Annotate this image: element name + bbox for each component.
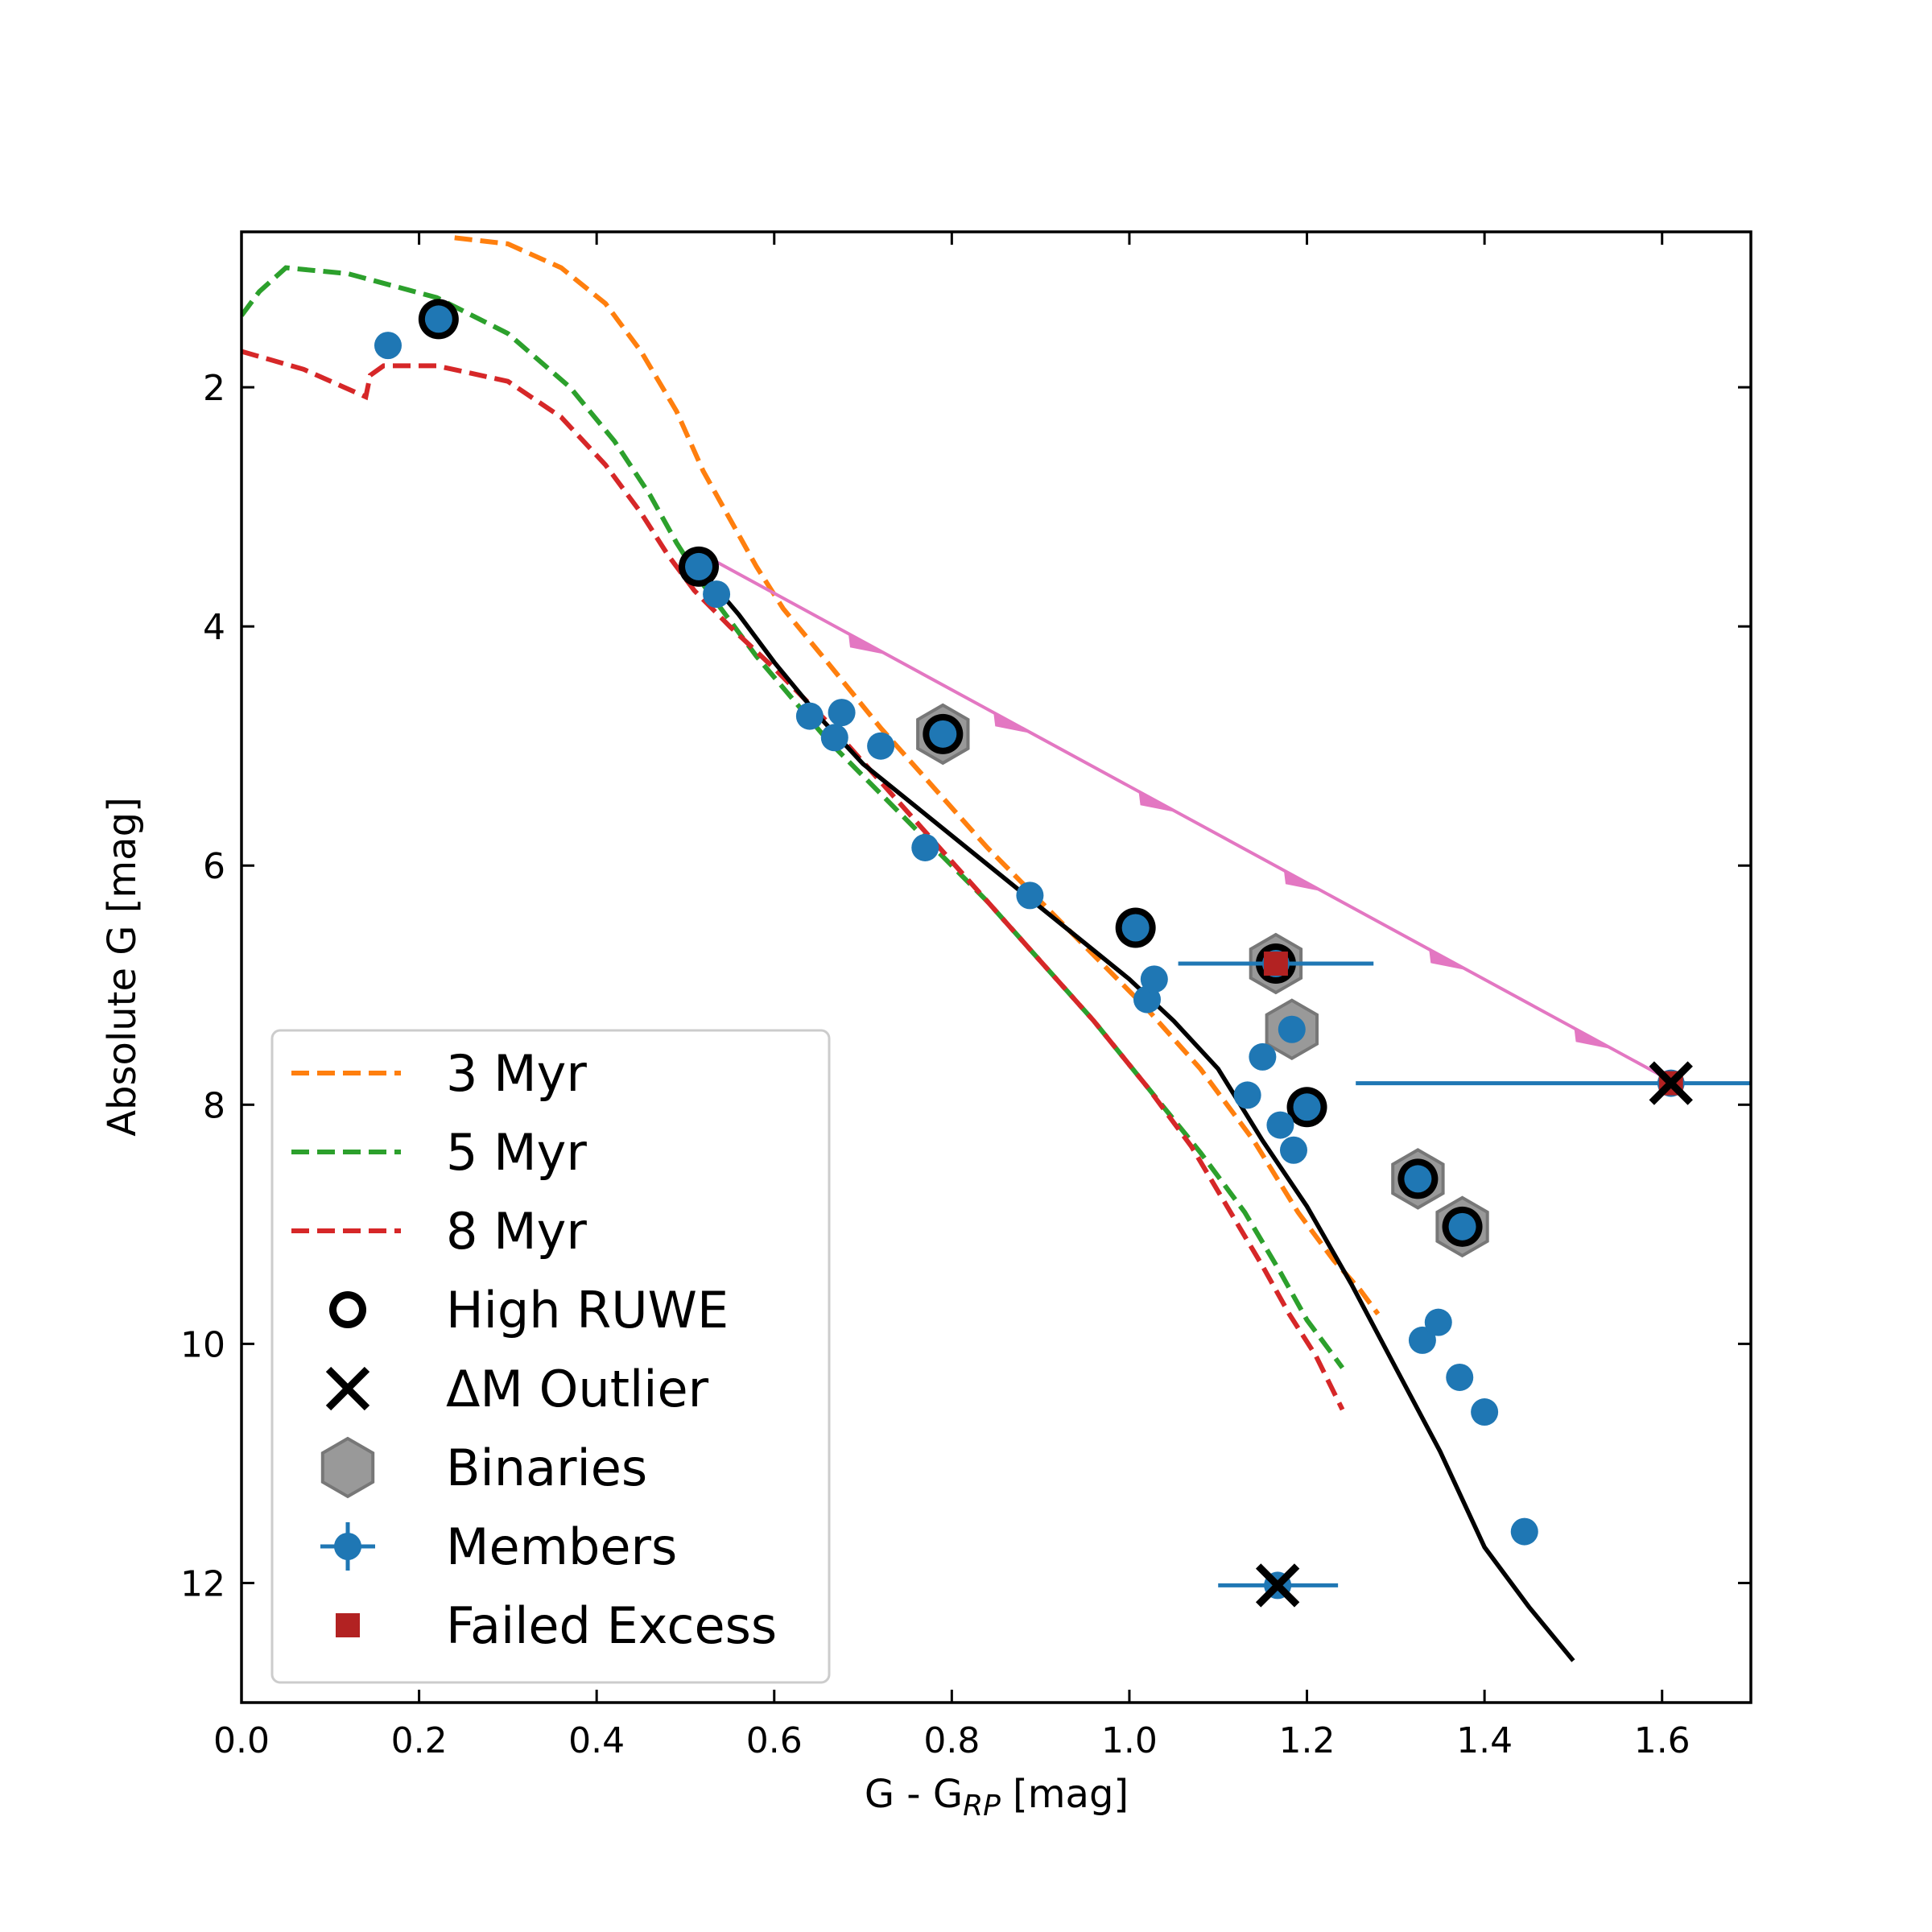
member-point xyxy=(828,699,856,727)
y-tick-label: 4 xyxy=(203,607,225,648)
legend-box xyxy=(270,1029,831,1684)
y-tick-label: 6 xyxy=(203,846,225,887)
member-point xyxy=(424,305,452,333)
reddening-arrowhead xyxy=(1283,870,1323,892)
legend: 3 Myr 5 Myr 8 Myr High RUWE ΔM Outlier Binari… xyxy=(270,1029,831,1684)
member-point xyxy=(1446,1363,1474,1391)
isochrone-iso3 xyxy=(454,235,1381,1316)
member-point xyxy=(1424,1308,1452,1336)
x-tick-label: 1.6 xyxy=(1634,1720,1690,1761)
legend-ruwe-swatch-inner xyxy=(336,1298,359,1321)
x-axis-label: G - GRP [mag] xyxy=(865,1772,1129,1823)
legend-binary-label: Binaries xyxy=(446,1439,647,1497)
member-point xyxy=(1404,1165,1432,1193)
outlier-marker xyxy=(1255,1563,1300,1608)
outlier-marker xyxy=(1649,1061,1693,1105)
member-point xyxy=(867,732,895,760)
y-tick-label: 10 xyxy=(180,1324,225,1365)
reddening-arrowhead xyxy=(1138,791,1178,813)
member-point xyxy=(1233,1081,1261,1109)
legend-members-label: Members xyxy=(446,1517,677,1576)
y-tick-label: 12 xyxy=(180,1563,225,1604)
y-axis-label: Absolute G [mag] xyxy=(100,797,145,1137)
failed-excess-marker xyxy=(1263,952,1288,976)
x-tick-label: 0.2 xyxy=(391,1720,448,1761)
plot-frame xyxy=(240,230,1752,1704)
legend-members-swatch xyxy=(334,1533,361,1560)
member-point xyxy=(1249,1042,1277,1071)
legend-iso8-label: 8 Myr xyxy=(446,1202,587,1261)
legend-outlier-swatch xyxy=(325,1366,370,1411)
axes: 0.0 0.2 0.4 0.6 0.8 1.0 1.2 1.4 1.6 2 4 6 8 10 12 xyxy=(180,230,1752,1761)
member-point xyxy=(929,720,957,748)
member-point xyxy=(820,724,848,752)
member-point xyxy=(1016,881,1044,910)
x-axis-label-main: G - G xyxy=(865,1772,963,1817)
legend-failed-label: Failed Excess xyxy=(446,1596,777,1655)
reddening-arrowhead xyxy=(1429,949,1468,971)
reddening-arrowhead xyxy=(993,712,1033,734)
reddening-arrowhead xyxy=(848,634,888,655)
member-point xyxy=(1278,1015,1306,1043)
x-tick-label: 1.2 xyxy=(1279,1720,1335,1761)
member-point xyxy=(1279,1136,1307,1164)
legend-failed-swatch xyxy=(336,1613,360,1637)
x-tick-label: 0.4 xyxy=(568,1720,625,1761)
x-tick-label: 1.4 xyxy=(1456,1720,1513,1761)
member-point xyxy=(795,702,824,730)
member-point xyxy=(1140,965,1168,993)
y-tick-label: 8 xyxy=(203,1085,225,1126)
legend-iso5-label: 5 Myr xyxy=(446,1123,587,1182)
member-point xyxy=(1471,1398,1499,1426)
member-point xyxy=(1121,914,1150,942)
member-point xyxy=(1293,1093,1321,1121)
x-tick-label: 0.6 xyxy=(746,1720,803,1761)
member-point xyxy=(703,580,731,609)
x-tick-label: 0.8 xyxy=(923,1720,980,1761)
plot-area xyxy=(242,235,1751,1662)
member-point xyxy=(911,833,939,861)
member-point xyxy=(374,332,402,360)
legend-binary-swatch xyxy=(320,1436,375,1499)
reddening-arrowhead xyxy=(1574,1028,1613,1050)
legend-ruwe-label: High RUWE xyxy=(446,1281,729,1340)
x-tick-label: 1.0 xyxy=(1101,1720,1158,1761)
x-axis-label-unit: [mag] xyxy=(1001,1772,1129,1817)
reddening-vector xyxy=(702,553,1672,1083)
y-tick-label: 2 xyxy=(203,368,225,409)
legend-iso3-label: 3 Myr xyxy=(446,1044,587,1103)
isochrone-iso5 xyxy=(242,265,1345,1369)
member-point xyxy=(1408,1326,1436,1354)
member-point xyxy=(1510,1517,1538,1546)
legend-outlier-label: ΔM Outlier xyxy=(446,1360,709,1418)
member-point xyxy=(1448,1212,1476,1241)
x-axis-label-subscript: RP xyxy=(963,1790,1001,1823)
member-point xyxy=(1266,1111,1294,1139)
x-tick-label: 0.0 xyxy=(213,1720,270,1761)
member-point xyxy=(685,552,713,580)
